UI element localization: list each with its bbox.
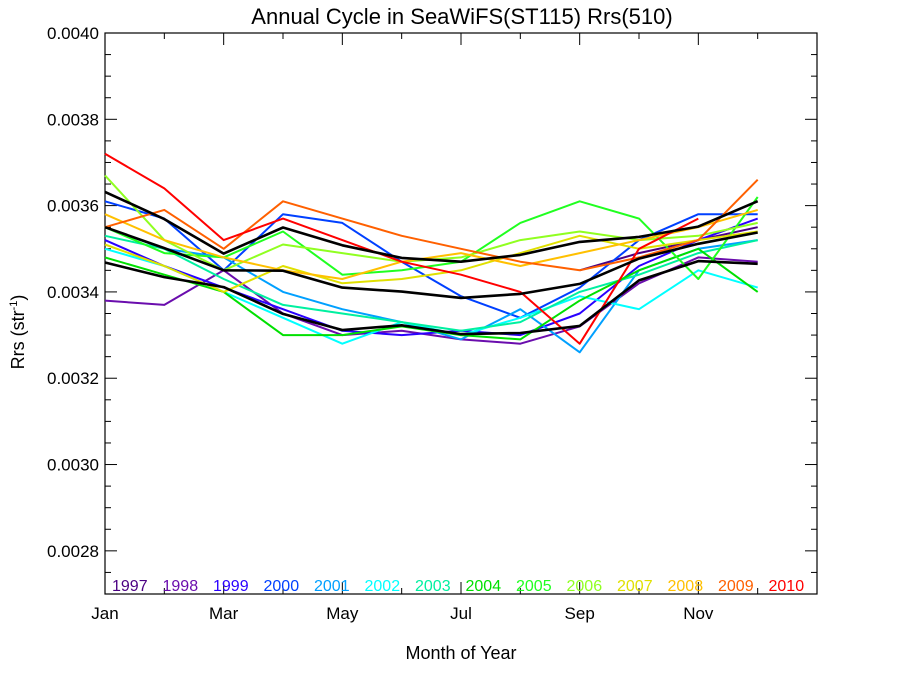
reference-line-mean [104, 225, 758, 300]
y-tick-label: 0.0028 [47, 542, 99, 561]
legend-item-2000: 2000 [264, 578, 300, 595]
series-line-1997 [579, 226, 758, 272]
series-line-2007 [104, 230, 758, 293]
y-axis-label-close: ) [8, 295, 28, 301]
series-line-2008 [104, 208, 758, 280]
series-line-2009 [104, 178, 759, 272]
y-tick-label: 0.0034 [47, 283, 99, 302]
legend-item-2006: 2006 [567, 578, 603, 595]
x-tick-label: Nov [683, 604, 714, 623]
legend-item-2007: 2007 [617, 578, 653, 595]
chart-title: Annual Cycle in SeaWiFS(ST115) Rrs(510) [251, 4, 672, 29]
x-tick-label: Sep [565, 604, 595, 623]
legend-item-2004: 2004 [466, 578, 502, 595]
x-tick-label: Jan [91, 604, 118, 623]
y-tick-label: 0.0040 [47, 24, 99, 43]
y-tick-label: 0.0032 [47, 369, 99, 388]
x-axis-label: Month of Year [405, 643, 516, 663]
legend-item-2009: 2009 [718, 578, 754, 595]
reference-lines [104, 190, 759, 336]
reference-line-lower [104, 259, 758, 336]
x-tick-label: May [326, 604, 359, 623]
y-tick-label: 0.0030 [47, 456, 99, 475]
reference-line-upper [104, 190, 759, 263]
legend-item-2002: 2002 [365, 578, 401, 595]
legend: 1997 1998 1999 2000 2001 2002 2003 2004 2005 2006… [112, 578, 804, 595]
y-tick-label: 0.0036 [47, 197, 99, 216]
plot-border [104, 32, 818, 595]
legend-item-2008: 2008 [668, 578, 704, 595]
y-axis-label-sup: -1 [8, 301, 20, 311]
x-tick-label: Jul [450, 604, 472, 623]
legend-item-2010: 2010 [769, 578, 805, 595]
series-line-2003 [104, 234, 758, 332]
x-tick-label: Mar [209, 604, 239, 623]
series-line-1998 [104, 256, 758, 345]
plot-frame [104, 32, 818, 595]
x-axis: Jan Mar May Jul Sep Nov [91, 33, 818, 623]
series-line-2005 [104, 196, 759, 280]
legend-item-2005: 2005 [516, 578, 552, 595]
legend-item-1998: 1998 [163, 578, 199, 595]
y-axis-label-main: Rrs (str [8, 310, 28, 369]
series-line-1999 [104, 217, 759, 337]
y-tick-label: 0.0038 [47, 110, 99, 129]
legend-item-2003: 2003 [415, 578, 451, 595]
legend-item-2001: 2001 [314, 578, 350, 595]
legend-item-1997: 1997 [112, 578, 148, 595]
y-axis: 0.0028 0.0030 0.0032 0.0034 0.0036 0.0038 0.00… [47, 24, 817, 595]
y-axis-label: Rrs (str-1) [8, 295, 28, 370]
legend-item-1999: 1999 [213, 578, 249, 595]
